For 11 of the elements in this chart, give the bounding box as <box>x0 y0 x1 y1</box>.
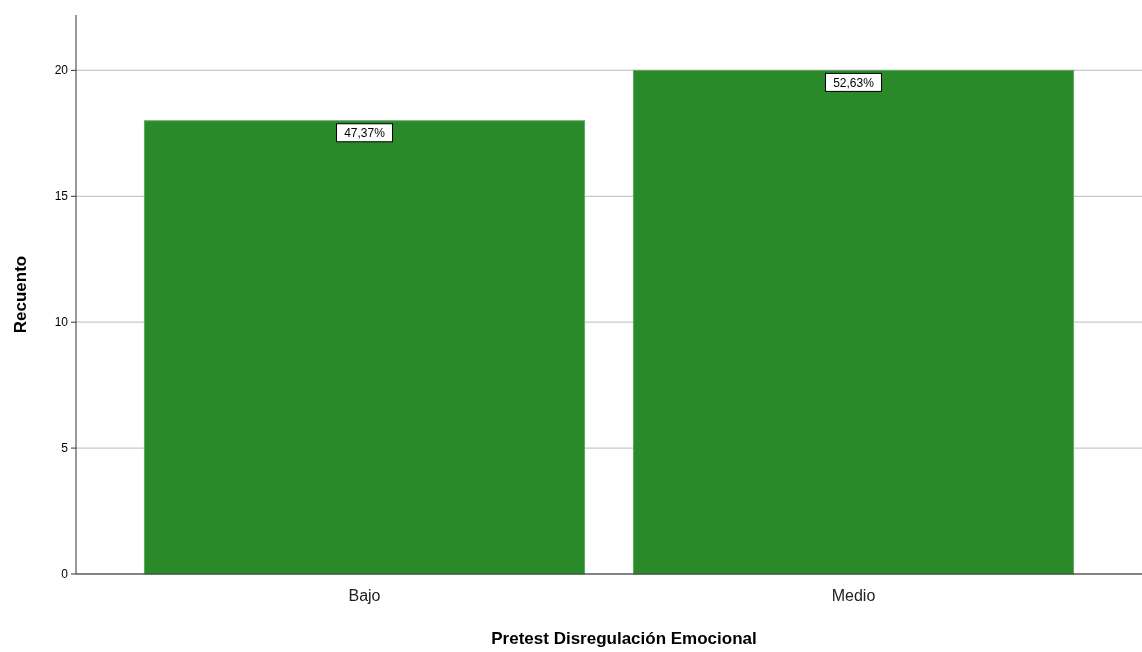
y-tick-label: 20 <box>54 63 69 78</box>
x-tick-label: Medio <box>831 587 876 604</box>
y-tick-label: 10 <box>54 315 69 330</box>
annotation: 52,63% <box>833 75 875 90</box>
y-axis-title: Recuento <box>11 255 30 334</box>
y-tick-label: 0 <box>61 567 69 581</box>
annotation: 47,37% <box>344 126 386 141</box>
y-tick-label: 15 <box>54 189 69 204</box>
y-tick-label: 5 <box>61 441 69 456</box>
x-tick-label: Bajo <box>348 587 381 604</box>
x-axis-title: Pretest Disregulación Emocional <box>491 629 757 648</box>
